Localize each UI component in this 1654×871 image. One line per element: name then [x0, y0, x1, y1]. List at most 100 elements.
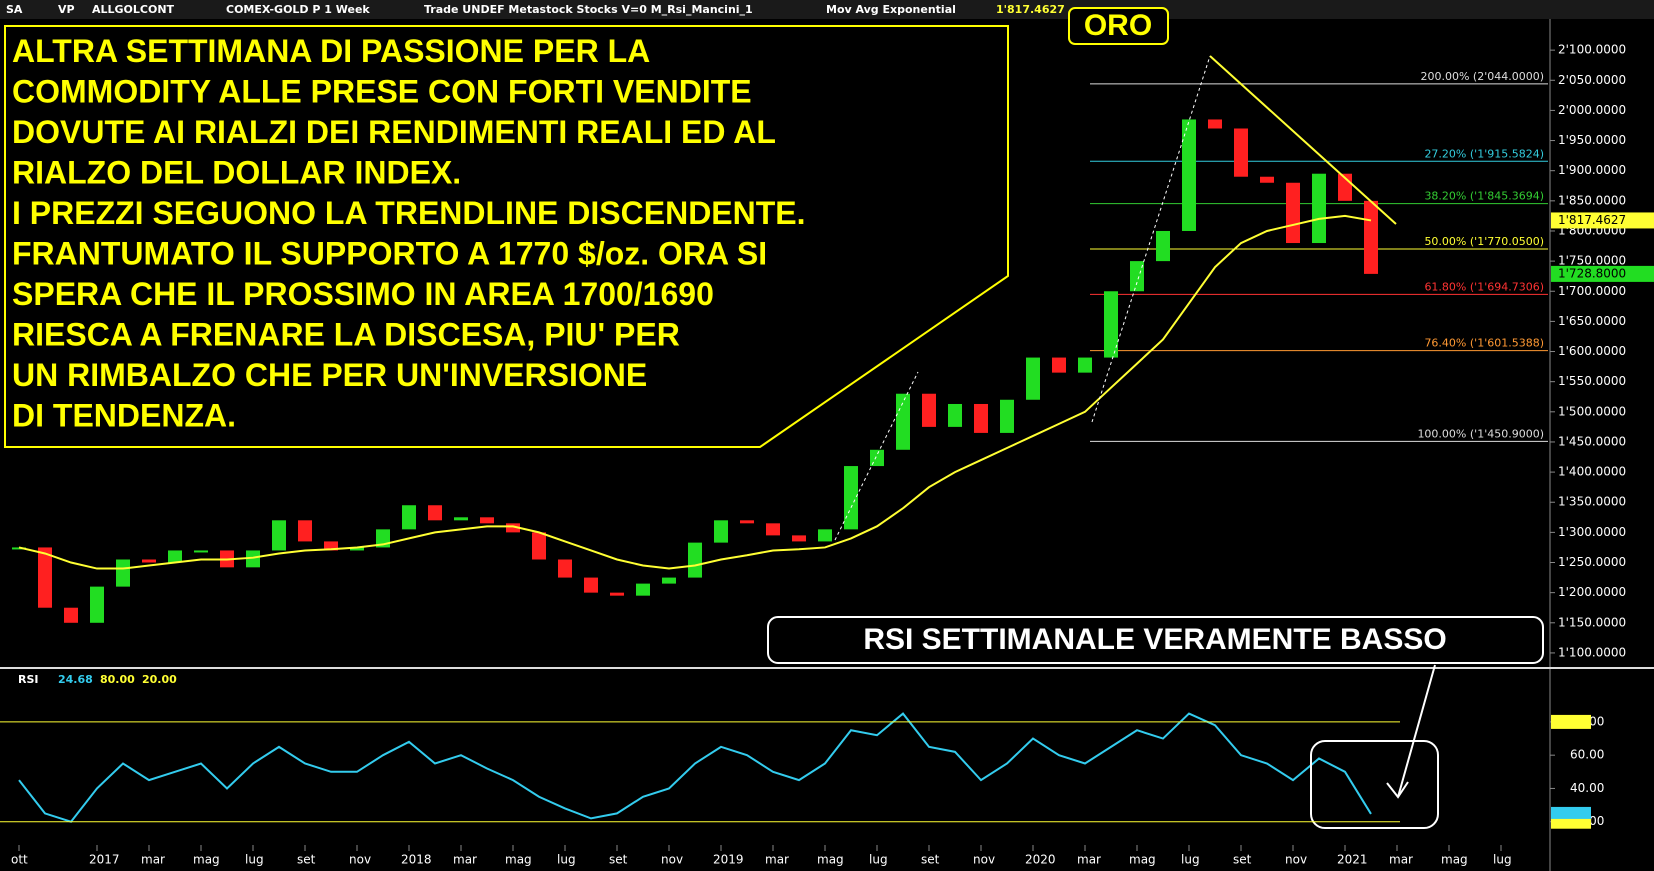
x-tick-label: nov — [661, 853, 683, 867]
candle — [688, 542, 702, 578]
commentary-line: RIALZO DEL DOLLAR INDEX. — [12, 155, 461, 191]
x-tick-label: mar — [1389, 853, 1413, 867]
toolbar-item[interactable]: SA — [6, 3, 23, 16]
candle — [974, 403, 988, 433]
x-tick-label: lug — [557, 853, 576, 867]
y-tick-label: 1'600.0000 — [1558, 344, 1626, 358]
candle — [558, 559, 572, 578]
candle — [1286, 182, 1300, 244]
commentary-line: DOVUTE AI RIALZI DEI RENDIMENTI REALI ED… — [12, 114, 776, 150]
y-tick-label: 2'100.0000 — [1558, 43, 1626, 57]
candle — [350, 547, 364, 551]
fib-label: 27.20% ('1'915.5824) — [1424, 147, 1544, 160]
toolbar-item[interactable]: VP — [58, 3, 75, 16]
rsi-last-tag — [1551, 806, 1591, 819]
toolbar-item: ALLGOLCONT — [92, 3, 175, 16]
candle — [792, 535, 806, 542]
candle — [90, 586, 104, 623]
candle — [246, 550, 260, 568]
candle — [1026, 357, 1040, 400]
commentary: ALTRA SETTIMANA DI PASSIONE PER LA COMMOD… — [12, 33, 806, 434]
fib-label: 61.80% ('1'694.7306) — [1424, 280, 1544, 293]
x-tick-label: 2020 — [1025, 853, 1056, 867]
candle — [402, 505, 416, 530]
x-tick-label: lug — [245, 853, 264, 867]
y-tick-label: 2'000.0000 — [1558, 103, 1626, 117]
y-tick-label: 1'300.0000 — [1558, 525, 1626, 539]
y-tick-label: 1'550.0000 — [1558, 374, 1626, 388]
x-tick-label: 2018 — [401, 853, 432, 867]
last-value-label: 1'817.4627 — [1558, 213, 1626, 227]
rsi-note-box — [767, 616, 1544, 664]
candle — [1078, 357, 1092, 373]
toolbar-item[interactable]: COMEX-GOLD P 1 Week — [226, 3, 370, 16]
candle — [714, 520, 728, 543]
x-tick-label: mag — [817, 853, 844, 867]
toolbar-items: SA VP ALLGOLCONT COMEX-GOLD P 1 Week Tra… — [6, 3, 1065, 16]
candle — [584, 577, 598, 593]
toolbar-item[interactable]: Trade UNDEF Metastock Stocks V=0 M_Rsi_M… — [424, 3, 753, 16]
candle — [1130, 261, 1144, 292]
candle — [116, 559, 130, 587]
y-tick-label: 1'450.0000 — [1558, 434, 1626, 448]
candle — [922, 393, 936, 427]
arrow — [1397, 664, 1436, 798]
last-value-tag — [1551, 212, 1654, 229]
x-tick-label: mar — [1077, 853, 1101, 867]
tag: ORO — [1084, 9, 1152, 42]
x-tick-label: mag — [193, 853, 220, 867]
candle — [194, 550, 208, 553]
x-tick-label: mar — [141, 853, 165, 867]
y-tick-label: 1'250.0000 — [1558, 555, 1626, 569]
candle — [272, 520, 286, 551]
candle — [428, 505, 442, 521]
candle — [844, 466, 858, 530]
candle — [1182, 119, 1196, 231]
x-tick-label: 2017 — [89, 853, 120, 867]
candle — [454, 517, 468, 521]
commentary-line: SPERA CHE IL PROSSIMO IN AREA 1700/1690 — [12, 276, 714, 312]
line — [18, 712, 1372, 823]
candle — [324, 541, 338, 551]
candle — [870, 449, 884, 467]
x-tick-label: 2021 — [1337, 853, 1368, 867]
candle — [64, 607, 78, 623]
candle — [142, 559, 156, 563]
candle — [1000, 399, 1014, 433]
trendline — [1209, 55, 1397, 225]
x-tick-label: set — [1233, 853, 1252, 867]
x-tick-label: ott — [11, 853, 28, 867]
candle — [168, 550, 182, 563]
x-tick-label: lug — [1181, 853, 1200, 867]
fib-label: 100.00% ('1'450.9000) — [1417, 427, 1544, 440]
candle — [1052, 357, 1066, 373]
commentary-line: DI TENDENZA. — [12, 398, 236, 434]
y-tick-label: 1'900.0000 — [1558, 163, 1626, 177]
y-tick-label: 2'050.0000 — [1558, 73, 1626, 87]
rsi-name: RSI — [18, 673, 39, 686]
x-tick-label: mar — [453, 853, 477, 867]
y-tick-label: 1'400.0000 — [1558, 465, 1626, 479]
x-tick-label: nov — [973, 853, 995, 867]
toolbar-item[interactable]: Mov Avg Exponential — [826, 3, 956, 16]
toolbar-value: 1'817.4627 — [996, 3, 1065, 16]
x-tick-label: set — [921, 853, 940, 867]
last-value-label: 1'728.8000 — [1558, 266, 1626, 280]
y-tick-label: 1'200.0000 — [1558, 585, 1626, 599]
x-tick-label: lug — [869, 853, 888, 867]
tag-box — [1068, 7, 1169, 45]
candle — [818, 529, 832, 542]
y-tick-label: 1'350.0000 — [1558, 495, 1626, 509]
x-tick-label: mag — [1129, 853, 1156, 867]
y-tick-label: 1'850.0000 — [1558, 193, 1626, 207]
candle — [38, 547, 52, 608]
arrow-head — [1386, 781, 1409, 799]
rsi-upper: 80.00 — [100, 673, 135, 686]
candle — [1156, 230, 1170, 262]
x-tick-label: set — [609, 853, 628, 867]
swing-line — [834, 371, 919, 541]
candle — [1364, 200, 1378, 274]
y-tick-label: 1'100.0000 — [1558, 645, 1626, 659]
candle — [480, 517, 494, 524]
fib-label: 50.00% ('1'770.0500) — [1424, 235, 1544, 248]
